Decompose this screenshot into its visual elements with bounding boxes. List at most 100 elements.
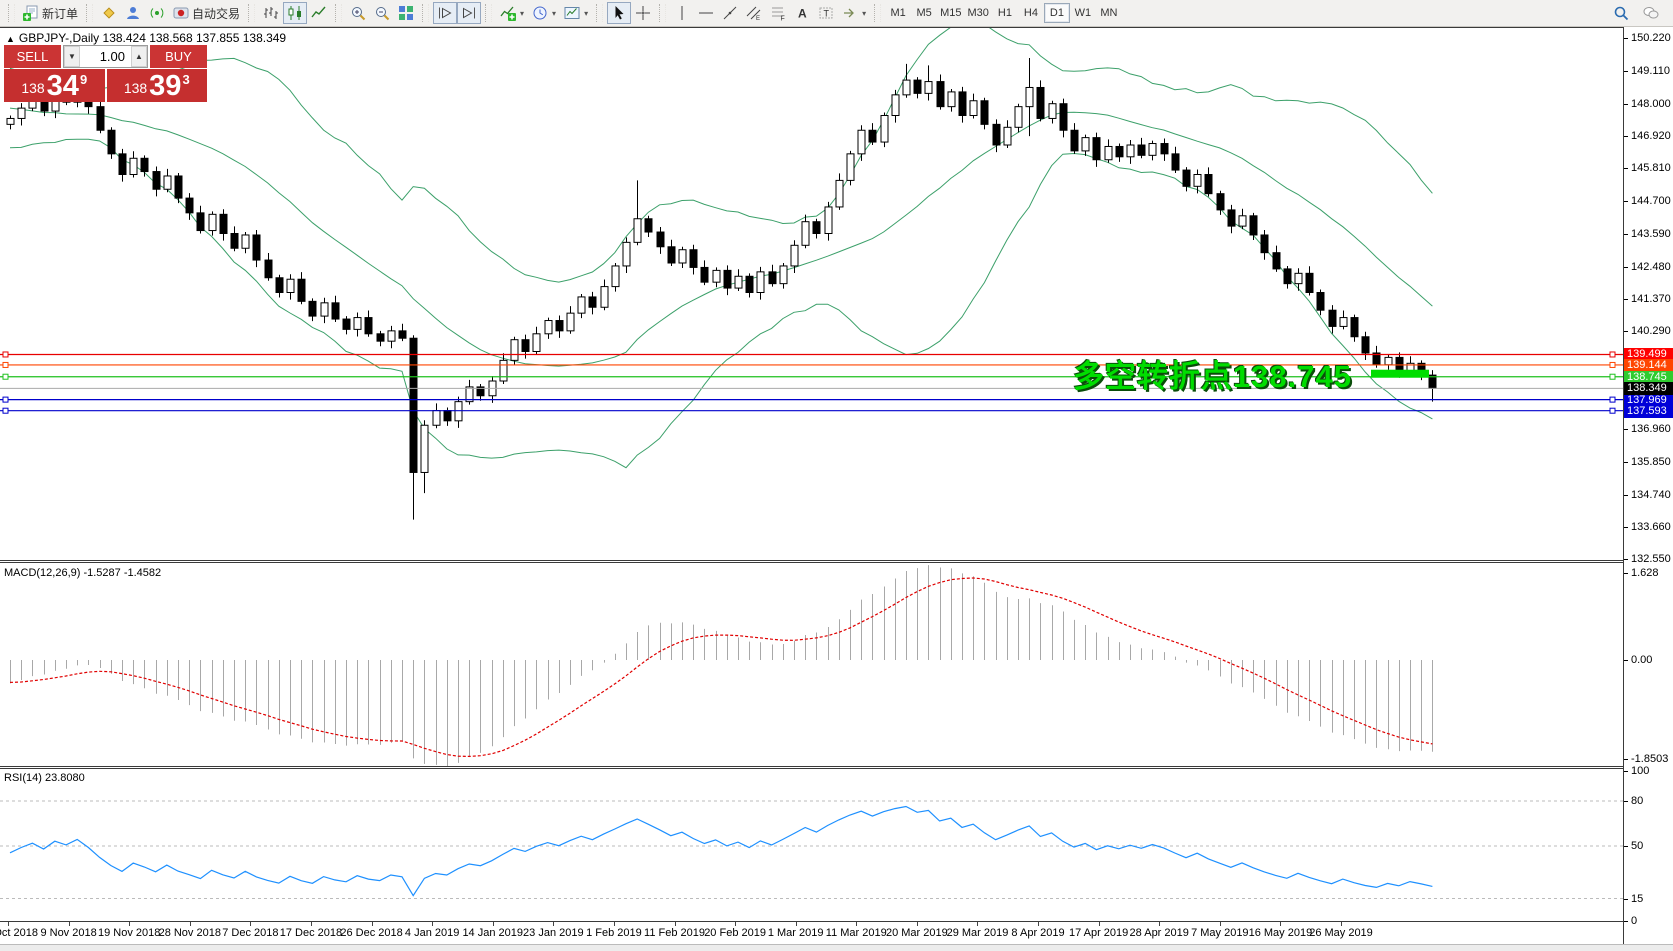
- line-anchor-handle[interactable]: [1609, 396, 1616, 403]
- candle-body[interactable]: [1227, 209, 1236, 227]
- toolbar-button-equidistant-channel[interactable]: E: [742, 2, 766, 24]
- candle-body[interactable]: [756, 271, 765, 294]
- candle-body[interactable]: [196, 212, 205, 232]
- candle-body[interactable]: [1204, 174, 1213, 195]
- candle-body[interactable]: [947, 91, 956, 108]
- line-anchor-handle[interactable]: [2, 361, 9, 368]
- toolbar-button-new-order[interactable]: 新订单: [19, 2, 82, 24]
- toolbar-button-signals[interactable]: [145, 2, 169, 24]
- candle-body[interactable]: [420, 424, 429, 473]
- toolbar-button-tile-windows[interactable]: [394, 2, 418, 24]
- candle-body[interactable]: [1193, 174, 1202, 187]
- candle-body[interactable]: [17, 107, 26, 119]
- candle-body[interactable]: [1092, 137, 1101, 161]
- toolbar-button-arrows[interactable]: ▾: [838, 2, 870, 24]
- candle-body[interactable]: [208, 213, 217, 232]
- candle-body[interactable]: [723, 269, 732, 289]
- rsi-indicator-canvas[interactable]: [0, 770, 1623, 921]
- candle-body[interactable]: [1328, 309, 1337, 327]
- candle-body[interactable]: [376, 333, 385, 342]
- candle-body[interactable]: [891, 94, 900, 116]
- candle-body[interactable]: [1238, 215, 1247, 227]
- toolbar-button-candlestick-chart[interactable]: [283, 2, 308, 24]
- candle-body[interactable]: [1283, 268, 1292, 285]
- candle-body[interactable]: [958, 91, 967, 117]
- candle-body[interactable]: [790, 244, 799, 267]
- candle-body[interactable]: [1339, 317, 1348, 327]
- candle-body[interactable]: [1361, 336, 1370, 354]
- candle-body[interactable]: [1148, 143, 1157, 156]
- candle-body[interactable]: [230, 233, 239, 249]
- candle-body[interactable]: [980, 100, 989, 125]
- candle-body[interactable]: [364, 317, 373, 335]
- candle-body[interactable]: [129, 157, 138, 175]
- candle-body[interactable]: [969, 100, 978, 116]
- candle-body[interactable]: [667, 246, 676, 264]
- toolbar-button-cursor[interactable]: [607, 2, 632, 24]
- candle-body[interactable]: [1003, 126, 1012, 146]
- candle-body[interactable]: [1126, 144, 1135, 158]
- candle-body[interactable]: [1137, 144, 1146, 156]
- candle-body[interactable]: [252, 234, 261, 261]
- volume-decrease-button[interactable]: ▼: [64, 46, 80, 67]
- candle-body[interactable]: [913, 79, 922, 94]
- candle-body[interactable]: [96, 106, 105, 131]
- candle-body[interactable]: [1048, 103, 1057, 119]
- candle-body[interactable]: [566, 312, 575, 332]
- candle-body[interactable]: [1014, 106, 1023, 128]
- collapse-quote-icon[interactable]: ▲: [6, 34, 15, 44]
- green-highlight-box[interactable]: [1371, 369, 1429, 378]
- chart-annotation-text[interactable]: 多空转折点138.745: [1072, 359, 1352, 394]
- timeframe-button-D1[interactable]: D1: [1043, 3, 1070, 23]
- candle-body[interactable]: [510, 339, 519, 361]
- candle-body[interactable]: [824, 206, 833, 234]
- buy-price-box[interactable]: 138 39 3: [106, 69, 207, 102]
- timeframe-button-H4[interactable]: H4: [1023, 7, 1038, 19]
- candle-body[interactable]: [152, 171, 161, 190]
- price-axis[interactable]: 150.220 149.110 148.000 146.920 145.810 144.7…: [1624, 27, 1673, 944]
- candle-body[interactable]: [633, 218, 642, 243]
- candle-body[interactable]: [544, 320, 553, 335]
- toolbar-button-line-chart[interactable]: [307, 2, 331, 24]
- candle-body[interactable]: [219, 213, 228, 234]
- candle-body[interactable]: [1171, 153, 1180, 171]
- toolbar-button-vertical-line[interactable]: [670, 2, 694, 24]
- line-anchor-handle[interactable]: [2, 396, 9, 403]
- macd-indicator-canvas[interactable]: [0, 564, 1623, 767]
- candle-body[interactable]: [409, 337, 418, 473]
- candle-body[interactable]: [1272, 252, 1281, 270]
- candle-body[interactable]: [185, 197, 194, 214]
- timeframe-button-M1[interactable]: M1: [890, 7, 906, 19]
- toolbar-button-templates[interactable]: ▾: [560, 2, 592, 24]
- candle-body[interactable]: [342, 318, 351, 330]
- toolbar-button-trendline[interactable]: [718, 2, 742, 24]
- candle-body[interactable]: [577, 296, 586, 314]
- candle-body[interactable]: [1316, 292, 1325, 311]
- candle-body[interactable]: [118, 153, 127, 175]
- candle-body[interactable]: [521, 339, 530, 353]
- toolbar-button-autotrading[interactable]: 自动交易: [169, 2, 244, 24]
- toolbar-button-text-label[interactable]: T: [814, 2, 838, 24]
- candle-body[interactable]: [1384, 356, 1393, 366]
- candle-body[interactable]: [308, 300, 317, 317]
- candle-body[interactable]: [140, 157, 149, 173]
- candle-body[interactable]: [712, 269, 721, 283]
- candle-body[interactable]: [880, 115, 889, 143]
- toolbar-button-zoom-in[interactable]: [346, 2, 370, 24]
- candle-body[interactable]: [275, 277, 284, 293]
- candle-body[interactable]: [1059, 103, 1068, 131]
- candle-body[interactable]: [734, 275, 743, 289]
- toolbar-button-periods[interactable]: ▾: [528, 2, 560, 24]
- candle-body[interactable]: [600, 286, 609, 308]
- candle-body[interactable]: [443, 410, 452, 422]
- candle-body[interactable]: [902, 79, 911, 96]
- candle-body[interactable]: [588, 296, 597, 308]
- candle-body[interactable]: [107, 129, 116, 155]
- toolbar-button-search[interactable]: [1609, 2, 1633, 24]
- candle-body[interactable]: [264, 259, 273, 279]
- rsi-separator[interactable]: [0, 766, 1673, 769]
- candle-body[interactable]: [1395, 356, 1404, 372]
- line-anchor-handle[interactable]: [1609, 407, 1616, 414]
- candle-body[interactable]: [1305, 272, 1314, 293]
